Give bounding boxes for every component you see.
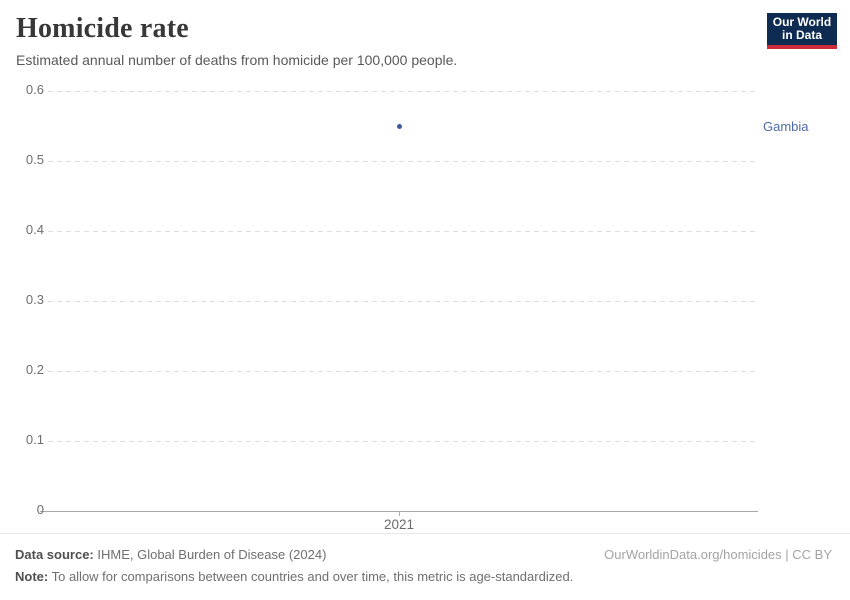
owid-logo-line1: Our World (772, 15, 832, 29)
entity-label-gambia[interactable]: Gambia (763, 119, 809, 134)
y-axis-tick-label: 0.3 (25, 292, 44, 307)
gridline (48, 161, 757, 162)
y-axis-tick-label: 0.6 (25, 82, 44, 97)
footer-divider (0, 533, 850, 534)
y-axis-tick-label: 0.1 (25, 432, 44, 447)
data-source-label: Data source: (15, 547, 94, 562)
y-axis-tick-label: 0 (36, 502, 44, 517)
y-axis-tick-label: 0.5 (25, 152, 44, 167)
gridline (48, 301, 757, 302)
page-title: Homicide rate (16, 13, 189, 44)
data-source-value: IHME, Global Burden of Disease (2024) (93, 547, 327, 562)
x-axis-tick-label: 2021 (383, 517, 415, 532)
gridline (48, 441, 757, 442)
gridline (48, 371, 757, 372)
footer-note: Note: To allow for comparisons between c… (15, 569, 573, 584)
gridline (48, 231, 757, 232)
x-axis-tick-mark (399, 511, 400, 516)
owid-logo[interactable]: Our World in Data (767, 13, 837, 49)
gridline (48, 91, 757, 92)
footer-credit-link[interactable]: OurWorldinData.org/homicides | CC BY (604, 547, 832, 562)
y-axis-tick-label: 0.4 (25, 222, 44, 237)
chart-subtitle: Estimated annual number of deaths from h… (16, 52, 458, 68)
note-value: To allow for comparisons between countri… (48, 569, 574, 584)
y-axis-tick-label: 0.2 (25, 362, 44, 377)
owid-logo-line2: in Data (781, 28, 822, 42)
footer-data-source: Data source: IHME, Global Burden of Dise… (15, 547, 326, 562)
data-point-gambia[interactable] (397, 124, 402, 129)
note-label: Note: (15, 569, 49, 584)
